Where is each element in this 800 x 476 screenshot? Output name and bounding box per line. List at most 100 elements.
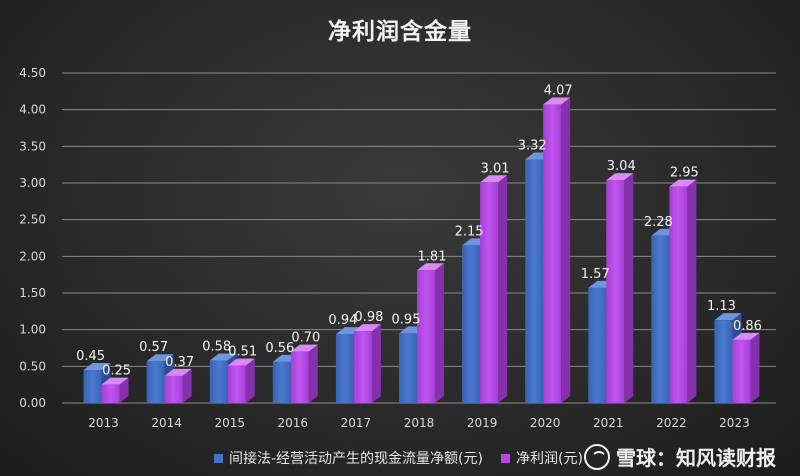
bar-netprofit: [353, 331, 372, 403]
legend-label-netprofit: 净利润(元): [515, 451, 583, 467]
data-label: 4.07: [544, 84, 573, 99]
bar-top: [290, 344, 318, 352]
y-tick-label: 1.00: [19, 323, 46, 337]
watermark-text: 雪球：知风读财报: [616, 446, 776, 470]
legend-item-cashflow: 间接法-经营活动产生的现金流量净额(元): [214, 448, 483, 468]
bar-side: [498, 175, 508, 403]
bar-top: [606, 173, 634, 181]
bar-netprofit: [669, 186, 688, 403]
snowball-logo-icon: [584, 443, 610, 470]
data-label: 0.58: [202, 339, 231, 354]
legend-label-cashflow: 间接法-经营活动产生的现金流量净额(元): [229, 451, 483, 467]
bar-netprofit: [417, 270, 435, 403]
watermark: 雪球：知风读财报: [584, 442, 776, 471]
bar-netprofit: [164, 375, 183, 403]
bar-side: [435, 263, 444, 403]
data-label: 3.32: [518, 139, 547, 154]
bar-cashflow: [146, 361, 165, 403]
bar-side: [624, 173, 634, 403]
bar-cashflow: [714, 320, 733, 403]
data-label: 0.86: [733, 319, 762, 334]
y-tick-label: 3.00: [19, 176, 46, 190]
bar-side: [371, 324, 381, 403]
bar-top: [353, 324, 381, 332]
x-tick-label: 2019: [467, 416, 498, 430]
x-tick-label: 2018: [404, 416, 435, 430]
bar-netprofit: [606, 180, 625, 403]
bar-cashflow: [588, 287, 607, 403]
bar-netprofit: [101, 384, 120, 403]
data-label: 1.13: [707, 299, 736, 314]
bar-cashflow: [209, 360, 228, 403]
bar-side: [245, 358, 255, 403]
bar-side: [119, 377, 129, 403]
legend-item-netprofit: 净利润(元): [500, 448, 583, 468]
y-tick-label: 4.00: [19, 103, 46, 117]
y-tick-label: 0.50: [19, 359, 46, 373]
y-tick-label: 3.50: [19, 139, 46, 153]
bar-netprofit: [290, 351, 309, 403]
x-tick-label: 2013: [88, 416, 119, 430]
x-tick-label: 2017: [341, 416, 372, 430]
bar-cashflow: [335, 334, 354, 403]
bar-top: [480, 175, 508, 183]
data-label: 0.51: [228, 345, 257, 360]
data-label: 3.01: [481, 161, 510, 176]
data-label: 0.57: [139, 340, 168, 355]
bar-netprofit: [480, 182, 499, 403]
bar-netprofit: [227, 365, 246, 403]
bar-cashflow: [525, 159, 544, 403]
data-label: 0.94: [328, 313, 357, 328]
data-label: 0.37: [165, 355, 194, 370]
bar-top: [101, 377, 129, 385]
bar-top: [209, 353, 237, 361]
bar-top: [83, 363, 111, 370]
bar-side: [308, 344, 318, 403]
bar-netprofit: [543, 104, 562, 404]
data-labels: 0.450.25 0.570.37 0.580.51 0.560.70 0.940.98…: [76, 84, 762, 379]
x-tick-label: 2022: [656, 416, 687, 430]
bar-side: [182, 368, 192, 403]
bar-netprofit: [732, 339, 751, 403]
data-label: 0.95: [392, 312, 421, 327]
x-tick-label: 2014: [151, 416, 182, 430]
bars: [83, 97, 760, 404]
data-label: 3.04: [607, 159, 636, 174]
bar-top: [146, 354, 174, 362]
data-label: 0.25: [102, 364, 131, 379]
bar-top: [164, 368, 192, 376]
data-label: 0.70: [291, 331, 320, 346]
y-tick-label: 1.50: [19, 286, 46, 300]
legend: 间接法-经营活动产生的现金流量净额(元) 净利润(元): [214, 448, 583, 468]
data-label: 0.98: [354, 310, 383, 325]
y-tick-label: 2.50: [19, 213, 46, 227]
bar-top: [732, 332, 760, 340]
bar-cashflow: [83, 370, 102, 403]
bar-cashflow: [462, 245, 481, 403]
data-label: 1.57: [581, 267, 610, 282]
x-tick-label: 2015: [214, 416, 245, 430]
data-label: 0.56: [265, 341, 294, 356]
axis-labels: 0.00 0.50 1.00 1.50 2.00 2.50 3.00 3.50 4.00 4.50…: [19, 66, 749, 430]
x-tick-label: 2016: [278, 416, 309, 430]
data-label: 2.28: [644, 215, 673, 230]
bar-top: [543, 97, 571, 105]
legend-swatch-blue: [214, 453, 223, 463]
data-label: 1.81: [418, 249, 447, 264]
x-tick-label: 2023: [719, 416, 750, 430]
data-label: 2.15: [455, 224, 484, 239]
data-label: 2.95: [670, 166, 699, 181]
bar-top: [227, 358, 255, 366]
bar-cashflow: [651, 235, 670, 403]
y-tick-label: 4.50: [19, 66, 46, 80]
y-tick-label: 0.00: [19, 396, 46, 410]
bar-top: [417, 263, 444, 271]
x-tick-label: 2021: [593, 416, 624, 430]
bar-top: [669, 179, 697, 187]
bar-cashflow: [272, 361, 291, 403]
x-tick-label: 2020: [530, 416, 561, 430]
chart-title: 净利润含金量: [328, 19, 472, 45]
data-label: 0.45: [76, 349, 105, 364]
bar-side: [750, 332, 760, 403]
